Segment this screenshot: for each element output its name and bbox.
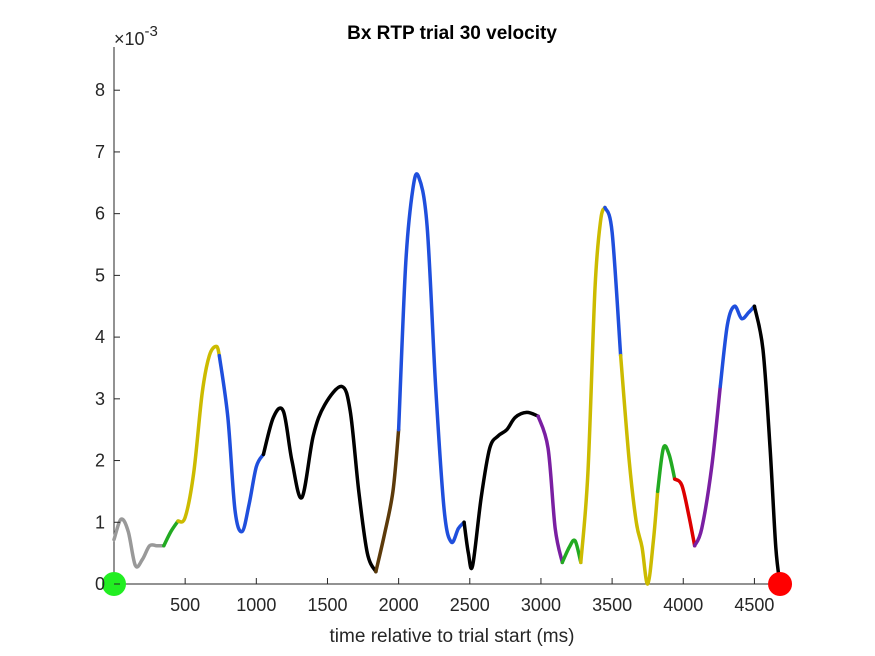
y-tick-label: 6 [95, 204, 105, 224]
end-marker [768, 572, 793, 596]
series-line-brown-5 [374, 427, 401, 574]
series-line-green-1 [162, 519, 180, 548]
x-tick-label: 1500 [307, 595, 347, 615]
x-tick-label: 500 [170, 595, 200, 615]
series-line-black-17 [752, 304, 782, 586]
x-tick-label: 1000 [236, 595, 276, 615]
x-tick-label: 2000 [379, 595, 419, 615]
y-tick-label: 2 [95, 451, 105, 471]
series-line-purple-8 [536, 414, 565, 565]
series-line-purple-15 [692, 384, 723, 548]
y-exponent-label: ×10-3 [114, 23, 158, 49]
x-tick-label: 2500 [450, 595, 490, 615]
series-layer [112, 172, 782, 586]
y-tick-label: 1 [95, 512, 105, 532]
series-line-blue-16 [718, 304, 757, 389]
y-tick-label: 4 [95, 327, 105, 347]
series-line-black-4 [261, 384, 378, 574]
y-tick-label: 5 [95, 265, 105, 285]
series-line-blue-6 [396, 172, 466, 545]
x-tick-label: 3500 [592, 595, 632, 615]
y-tick-label: 0 [95, 574, 105, 594]
series-line-blue-11 [603, 205, 623, 358]
y-exponent-power: -3 [145, 23, 158, 40]
y-tick-label: 3 [95, 389, 105, 409]
tick-layer: 500 1000 1500 2000 2500 3000 3500 4000 4500 0 1 2 3 4… [95, 80, 774, 615]
series-line-yellow-12 [618, 353, 660, 586]
y-tick-label: 7 [95, 142, 105, 162]
series-line-green-13 [655, 444, 677, 494]
series-line-yellow-10 [579, 205, 607, 565]
axes-box [113, 47, 790, 585]
series-line-black-7 [462, 410, 540, 571]
y-exponent-base: ×10 [114, 29, 145, 49]
chart-title: Bx RTP trial 30 velocity [347, 23, 557, 44]
series-line-yellow-2 [176, 344, 222, 524]
series-line-green-9 [560, 538, 583, 565]
series-line-blue-3 [217, 353, 266, 534]
series-line-red-14 [672, 477, 697, 548]
series-line-gray-0 [112, 517, 166, 569]
y-tick-label: 8 [95, 80, 105, 100]
x-axis-label: time relative to trial start (ms) [330, 626, 575, 647]
x-tick-label: 4000 [663, 595, 703, 615]
x-tick-label: 4500 [734, 595, 774, 615]
x-tick-label: 3000 [521, 595, 561, 615]
